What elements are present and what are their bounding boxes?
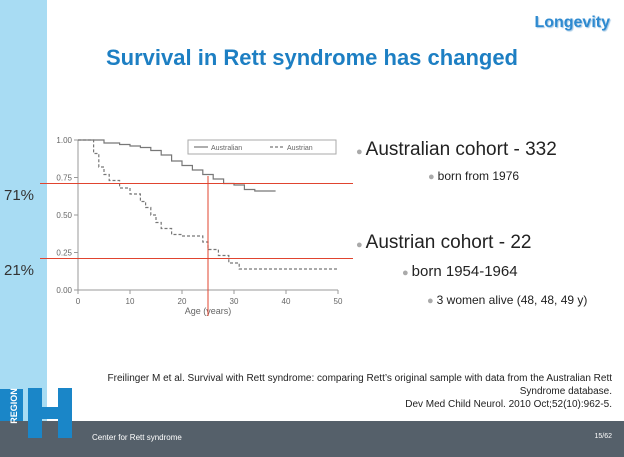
section-tag: Longevity: [534, 14, 610, 31]
chart-lines: [78, 139, 338, 270]
bullet-austrian-born-text: born 1954-1964: [411, 263, 518, 280]
chart-axes: [77, 140, 338, 291]
x-tick-label: 30: [230, 297, 239, 306]
reference-line-2: Syndrome database.: [519, 386, 612, 397]
bullet-australian: ● Australian cohort - 332: [356, 139, 557, 161]
bullet-women-alive: ● 3 women alive (48, 48, 49 y): [427, 293, 587, 307]
y-tick-label: 0.50: [56, 211, 72, 220]
legend-label: Australian: [211, 145, 242, 152]
x-axis-label: Age (years): [185, 306, 232, 316]
left-sidebar-band: [0, 0, 47, 421]
series-line-australian: [78, 139, 276, 192]
series-line-austrian: [78, 139, 338, 270]
marker-upper-label: 71%: [4, 187, 35, 204]
bullet-dot-icon: ●: [356, 146, 363, 158]
x-tick-label: 40: [282, 297, 291, 306]
region-logo-block: [0, 389, 23, 421]
x-tick-label: 10: [126, 297, 135, 306]
x-tick-label: 0: [76, 297, 81, 306]
reference-line-3: Dev Med Child Neurol. 2010 Oct;52(10):96…: [405, 399, 612, 410]
bullet-austrian-text: Austrian cohort - 22: [365, 232, 532, 253]
reference-citation: Freilinger M et al. Survival with Rett s…: [72, 372, 612, 411]
survival-chart: 0 10 20 30 40 50 0.00 0.25 0.50 0.75 1.00 Australi…: [56, 136, 343, 316]
chart-ticks: 0 10 20 30 40 50 0.00 0.25 0.50 0.75 1.00: [56, 136, 343, 306]
y-tick-label: 0.75: [56, 174, 72, 183]
region-logo-text: REGION: [8, 388, 19, 424]
y-tick-label: 0.00: [56, 286, 72, 295]
legend-box: [187, 139, 337, 155]
bullet-dot-icon: ●: [356, 239, 363, 251]
bullet-austrian-born: ● born 1954-1964: [402, 263, 518, 280]
legend-label: Austrian: [287, 145, 313, 152]
slide-title: Survival in Rett syndrome has changed: [105, 45, 518, 70]
bullet-austrian: ● Austrian cohort - 22: [356, 232, 531, 254]
bullet-dot-icon: ●: [402, 267, 409, 279]
x-tick-label: 50: [334, 297, 343, 306]
bullet-australian-born-text: born from 1976: [437, 169, 520, 183]
page-number: 15/62: [594, 433, 612, 440]
footer-bar: [0, 421, 624, 457]
reference-line-1: Freilinger M et al. Survival with Rett s…: [107, 373, 612, 384]
h-logo-icon: [28, 388, 72, 438]
bullet-dot-icon: ●: [428, 171, 435, 183]
chart-legend: Australian Austrian: [187, 139, 337, 155]
x-tick-label: 20: [178, 297, 187, 306]
bullet-australian-text: Australian cohort - 332: [365, 139, 557, 160]
bullet-dot-icon: ●: [427, 295, 434, 307]
bullet-australian-born: ● born from 1976: [428, 169, 519, 183]
bullet-women-alive-text: 3 women alive (48, 48, 49 y): [436, 293, 588, 307]
y-tick-label: 0.25: [56, 249, 72, 258]
footer-text: Center for Rett syndrome: [92, 433, 182, 442]
marker-lower-label: 21%: [4, 262, 35, 279]
y-tick-label: 1.00: [56, 136, 72, 145]
